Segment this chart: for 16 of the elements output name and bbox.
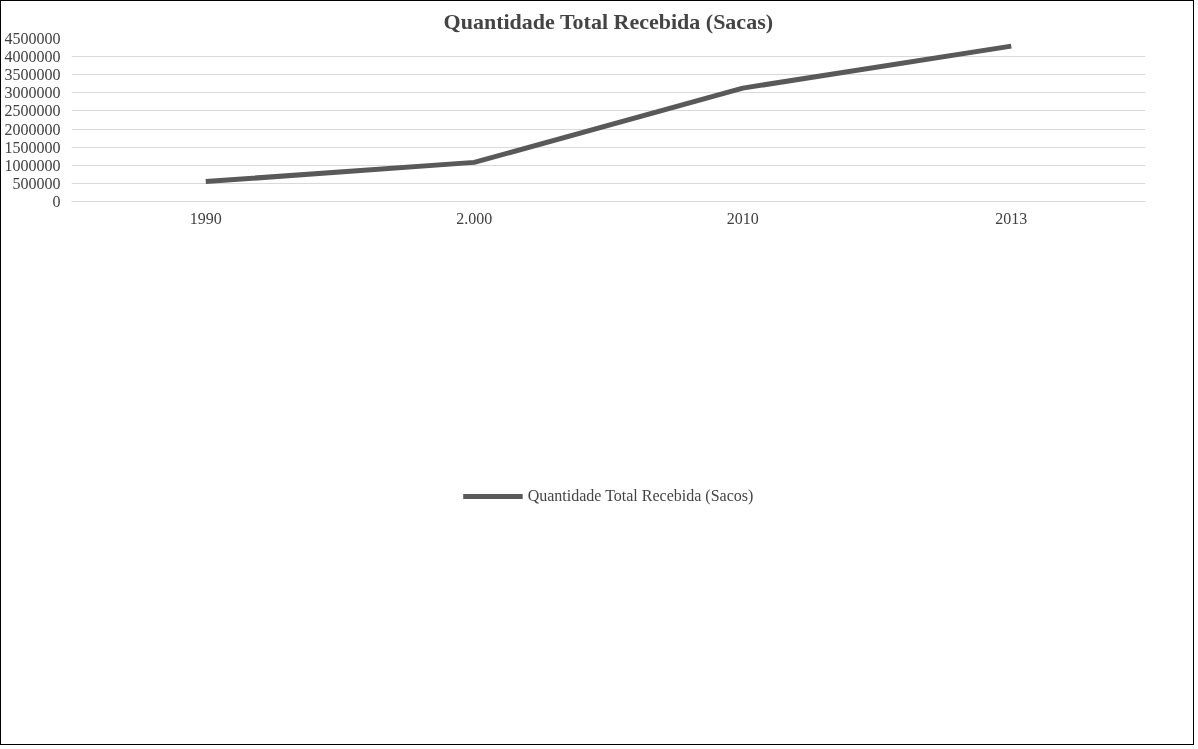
y-tick-label: 2000000 xyxy=(4,120,61,138)
y-tick-label: 4500000 xyxy=(4,30,61,47)
x-tick-label: 2013 xyxy=(995,209,1028,227)
y-tick-label: 500000 xyxy=(12,174,61,192)
y-tick-label: 3000000 xyxy=(4,84,61,102)
legend-label: Quantidade Total Recebida (Sacos) xyxy=(527,487,754,505)
x-tick-label: 2010 xyxy=(726,209,759,227)
x-tick-label: 1990 xyxy=(189,209,222,227)
y-tick-label: 1000000 xyxy=(4,156,61,174)
y-tick-label: 0 xyxy=(52,193,61,210)
chart-title: Quantidade Total Recebida (Sacas) xyxy=(443,8,774,34)
y-tick-label: 1500000 xyxy=(4,138,61,156)
x-tick-label: 2.000 xyxy=(456,209,493,227)
y-tick-label: 3500000 xyxy=(4,66,61,84)
y-tick-label: 4000000 xyxy=(4,48,61,66)
y-tick-label: 2500000 xyxy=(4,102,61,120)
